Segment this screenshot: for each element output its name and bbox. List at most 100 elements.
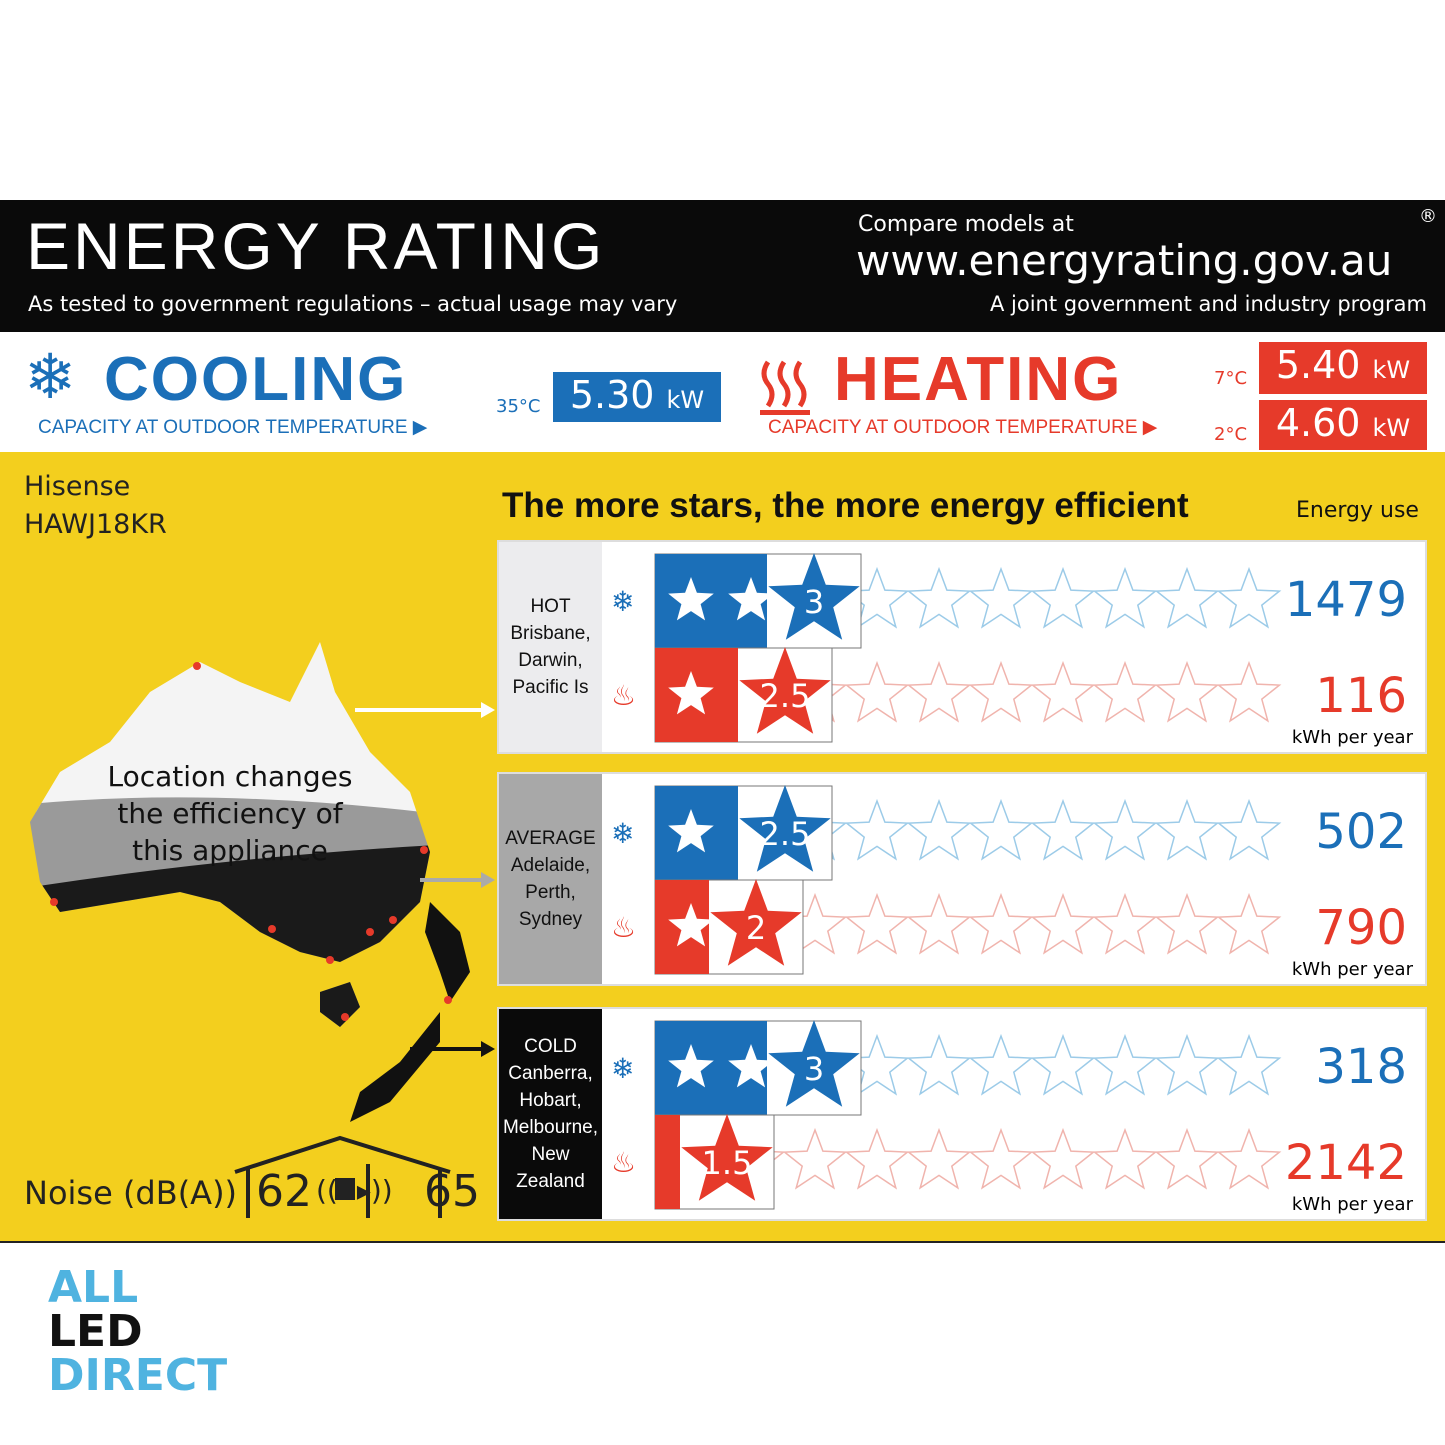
- rating-star: [768, 1020, 860, 1107]
- filled-star: [728, 1044, 774, 1088]
- speaker-icon: ((▪▸)): [316, 1174, 393, 1207]
- heating-capacity-1: 5.40 kW: [1259, 342, 1427, 394]
- filled-star: [668, 903, 714, 947]
- zone-name: HOT: [530, 596, 571, 617]
- empty-star: [968, 1033, 1034, 1096]
- rating-star: [768, 553, 860, 640]
- compare-text: Compare models at: [858, 212, 1074, 237]
- zone-city: Perth,: [525, 882, 576, 903]
- heating-capacity-2: 4.60 kW: [1259, 400, 1427, 450]
- empty-star: [1216, 1033, 1282, 1096]
- map-australia-nz: [30, 642, 495, 1122]
- empty-star: [1216, 1127, 1282, 1190]
- zone-row-average: AVERAGE Adelaide, Perth, Sydney ❄ 2.5 ♨ 2 502 7…: [497, 772, 1427, 986]
- star-ratings: ❄ 2.5 ♨ 2: [611, 785, 1282, 975]
- snowflake-icon: ❄: [611, 817, 634, 850]
- rating-value: 2.5: [760, 677, 811, 715]
- heating-energy-use: 790: [1315, 900, 1407, 956]
- logo-line: LED: [48, 1306, 143, 1357]
- label-subtitle: As tested to government regulations – ac…: [28, 292, 678, 316]
- empty-star: [1030, 1127, 1096, 1190]
- label-title: ENERGY RATING: [26, 209, 606, 283]
- cooling-caption: CAPACITY AT OUTDOOR TEMPERATURE ▶: [38, 417, 428, 438]
- heat-icon: ♨: [611, 679, 636, 712]
- empty-star: [906, 566, 972, 629]
- empty-star: [1030, 892, 1096, 955]
- rating-star: [739, 647, 831, 734]
- logo-line: DIRECT: [48, 1350, 228, 1401]
- registered-mark: ®: [1419, 206, 1437, 227]
- snowflake-icon: ❄: [611, 585, 634, 618]
- headline: The more stars, the more energy efficien…: [502, 486, 1189, 525]
- rating-panel: Hisense HAWJ18KR The more stars, the mor…: [0, 452, 1445, 1243]
- filled-star: [668, 1044, 714, 1088]
- snowflake-icon: ❄: [611, 1052, 634, 1085]
- heating-energy-use: 2142: [1284, 1135, 1407, 1191]
- zone-city: Sydney: [518, 909, 583, 930]
- cooling-heading: COOLING: [104, 345, 408, 414]
- empty-star: [1092, 892, 1158, 955]
- snowflake-icon: ❄: [24, 340, 76, 413]
- empty-star: [906, 1033, 972, 1096]
- empty-star: [1154, 798, 1220, 861]
- zone-label: COLD Canberra, Hobart, Melbourne, New Zealan…: [499, 1009, 602, 1219]
- zone-name: AVERAGE: [505, 828, 596, 849]
- zone-label: HOT Brisbane, Darwin, Pacific Is: [499, 542, 602, 752]
- cooling-temp: 35°C: [496, 396, 541, 417]
- filled-star: [668, 809, 714, 853]
- zone-city: Darwin,: [518, 650, 583, 671]
- heat-icon: ♨: [611, 1146, 636, 1179]
- capacity-section: ❄ COOLING CAPACITY AT OUTDOOR TEMPERATUR…: [0, 332, 1445, 452]
- brand-name: Hisense: [24, 471, 131, 502]
- heating-heading: HEATING: [834, 345, 1123, 414]
- map-caption-line: this appliance: [132, 834, 328, 867]
- zone-city: Pacific Is: [512, 677, 589, 698]
- filled-star: [668, 671, 714, 715]
- cooling-capacity: 5.30 kW: [553, 372, 721, 422]
- zone-label: AVERAGE Adelaide, Perth, Sydney: [499, 774, 602, 984]
- energy-unit: kWh per year: [1291, 959, 1413, 980]
- zone-city: Canberra,: [508, 1063, 593, 1084]
- rating-value: 2.5: [760, 815, 811, 853]
- rating-star: [681, 1114, 773, 1201]
- empty-star: [1030, 566, 1096, 629]
- zone-city: Melbourne,: [502, 1117, 599, 1138]
- cooling-energy-use: 1479: [1284, 572, 1407, 628]
- empty-star: [968, 798, 1034, 861]
- product-info: Hisense HAWJ18KR: [24, 468, 167, 544]
- filled-star: [728, 577, 774, 621]
- empty-star: [844, 660, 910, 723]
- empty-star: [1154, 1033, 1220, 1096]
- zone-city: Adelaide,: [510, 855, 591, 876]
- empty-star: [968, 566, 1034, 629]
- heating-caption: CAPACITY AT OUTDOOR TEMPERATURE ▶: [768, 417, 1158, 438]
- rating-value: 2: [746, 909, 766, 947]
- empty-star: [1030, 660, 1096, 723]
- noise-outdoor: 65: [424, 1166, 480, 1217]
- cooling-energy-use: 502: [1315, 804, 1407, 860]
- house-noise-icon: [234, 1135, 451, 1218]
- zone-city: Brisbane,: [510, 623, 591, 644]
- map-caption-line: Location changes: [107, 760, 353, 793]
- empty-star: [906, 1127, 972, 1190]
- rating-value: 1.5: [702, 1144, 753, 1182]
- empty-star: [906, 892, 972, 955]
- model-number: HAWJ18KR: [24, 509, 167, 540]
- header-bar: ENERGY RATING As tested to government re…: [0, 200, 1445, 332]
- zone-city: New Zealand: [516, 1144, 585, 1192]
- empty-star: [782, 1127, 848, 1190]
- empty-star: [1216, 566, 1282, 629]
- empty-star: [844, 892, 910, 955]
- rating-value: 3: [804, 583, 824, 621]
- empty-star: [1154, 892, 1220, 955]
- empty-star: [1216, 798, 1282, 861]
- empty-star: [844, 798, 910, 861]
- nz-shape: [350, 902, 470, 1122]
- empty-star: [1030, 798, 1096, 861]
- heat-icon: ♨: [611, 911, 636, 944]
- filled-star: [668, 577, 714, 621]
- rating-star: [739, 785, 831, 872]
- heating-temp-1: 7°C: [1214, 368, 1248, 389]
- zone-row-hot: HOT Brisbane, Darwin, Pacific Is ❄ 3 ♨ 2.5 1479…: [497, 540, 1427, 754]
- empty-star: [968, 892, 1034, 955]
